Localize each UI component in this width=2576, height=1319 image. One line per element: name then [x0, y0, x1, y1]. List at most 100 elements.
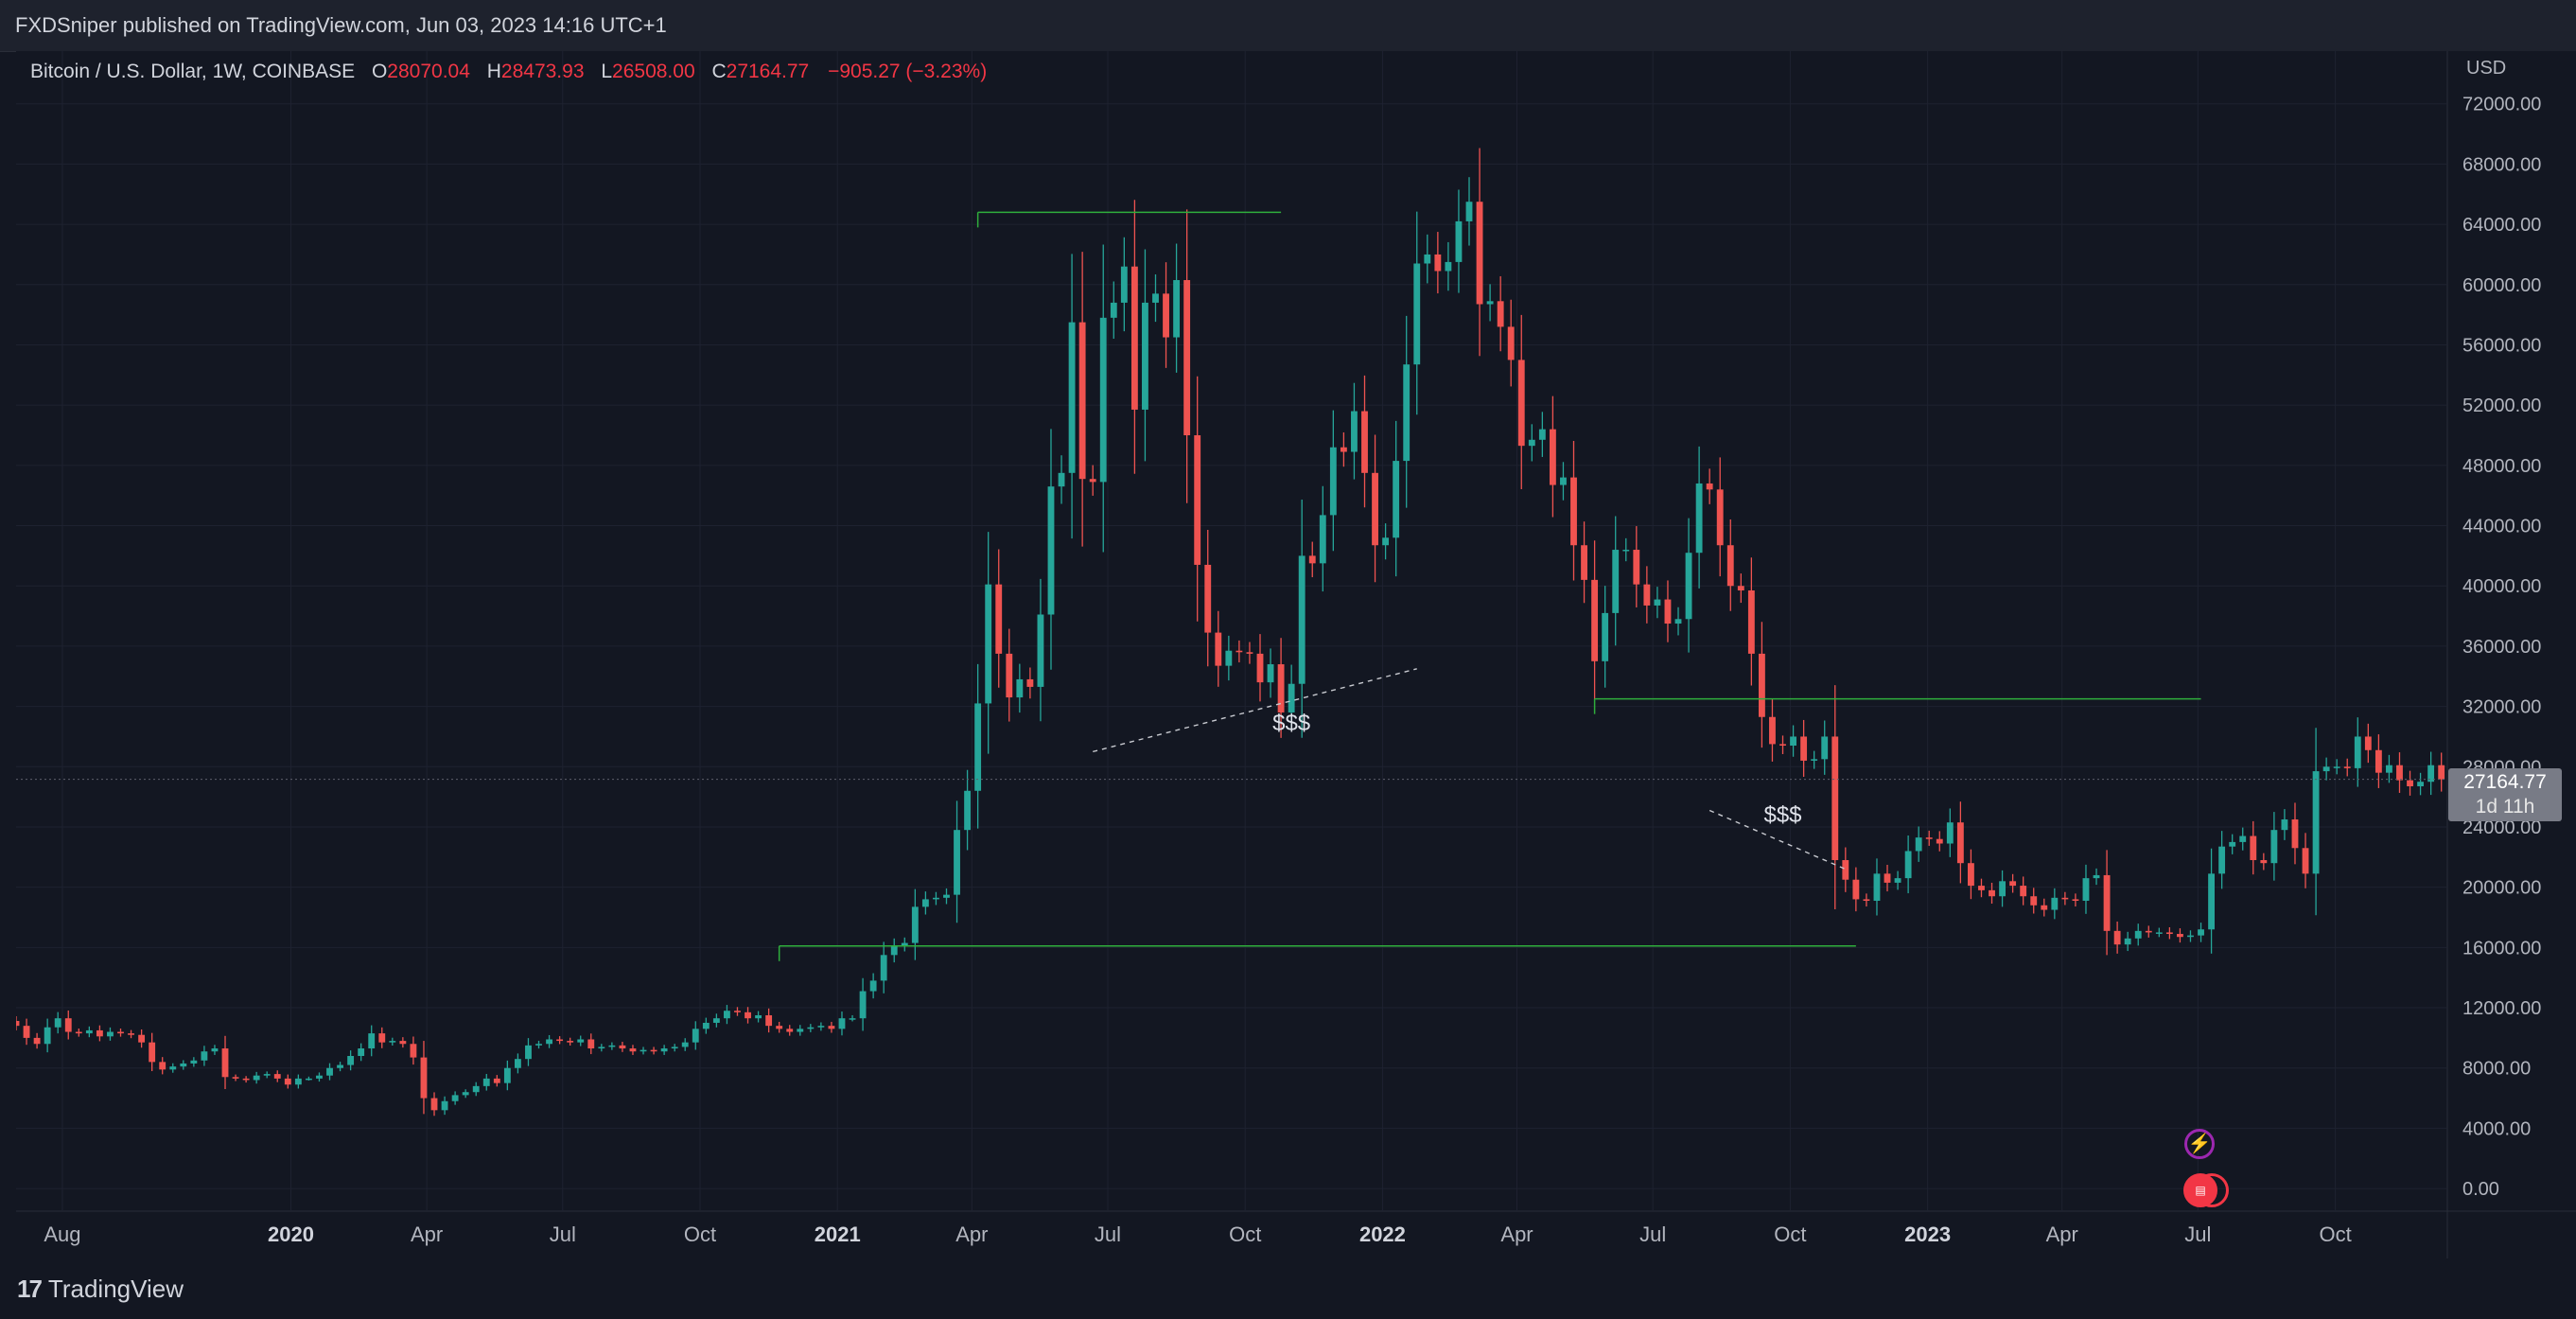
candle-body — [1863, 899, 1870, 902]
time-axis-label: Apr — [1500, 1222, 1533, 1246]
chart-area[interactable]: 72000.00 68000.00 64000.00 60000.00 56000.00… — [16, 51, 2576, 1258]
time-axis-label: Oct — [1774, 1222, 1806, 1246]
candle-body — [44, 1027, 51, 1045]
candle-body — [294, 1078, 302, 1085]
symbol-legend: Bitcoin / U.S. Dollar, 1W, COINBASE O280… — [30, 61, 987, 83]
candle-body — [828, 1026, 835, 1029]
price-axis-label: 20000.00 — [2462, 878, 2541, 899]
candle-body — [1664, 599, 1672, 624]
close-value: 27164.77 — [726, 61, 810, 82]
tradingview-mark-icon: 17 — [17, 1275, 43, 1303]
candle-body — [776, 1026, 783, 1029]
candle-body — [326, 1067, 333, 1076]
candle-body — [1560, 477, 1567, 485]
candle-body — [347, 1056, 355, 1065]
candle-body — [221, 1048, 229, 1078]
candle-body — [1904, 851, 1912, 879]
candle-body — [681, 1042, 689, 1047]
candle-body — [1591, 579, 1599, 661]
candle-body — [1989, 889, 1995, 897]
candle-body — [159, 1062, 166, 1070]
candle-body — [2239, 835, 2247, 842]
candle-body — [608, 1045, 616, 1047]
candle-body — [2051, 897, 2059, 910]
candle-body — [1152, 293, 1159, 303]
candle-body — [995, 584, 1003, 654]
candle-body — [1173, 280, 1181, 338]
candle-body — [1277, 664, 1285, 712]
candle-body — [1465, 202, 1473, 221]
candle-body — [2113, 930, 2121, 945]
candle-body — [1256, 653, 1264, 683]
candle-body — [180, 1063, 187, 1067]
us-flag-event-icon[interactable]: ▤ — [2183, 1173, 2217, 1207]
candle-body — [1130, 266, 1138, 410]
candle-body — [954, 830, 960, 895]
candle-body — [1120, 266, 1128, 303]
candle-body — [859, 991, 867, 1019]
candle-body — [514, 1059, 521, 1068]
candle-body — [2374, 749, 2382, 773]
candle-body — [1497, 301, 1504, 327]
candle-body — [1016, 678, 1024, 698]
candle-body — [107, 1031, 114, 1037]
lightning-event-icon[interactable]: ⚡ — [2184, 1129, 2215, 1159]
candle-body — [1779, 744, 1786, 747]
candle-body — [1612, 550, 1620, 613]
candle-body — [232, 1077, 239, 1079]
time-axis-label: 2023 — [1904, 1222, 1951, 1246]
published-text: FXDSniper published on TradingView.com, … — [15, 13, 667, 37]
candle-body — [75, 1031, 82, 1034]
candle-body — [901, 942, 908, 946]
price-axis-label: 68000.00 — [2462, 154, 2541, 175]
candle-body — [943, 894, 950, 898]
price-axis-label: 8000.00 — [2462, 1059, 2531, 1080]
candle-body — [1581, 545, 1587, 580]
candle-body — [525, 1045, 532, 1060]
candle-body — [2155, 932, 2163, 934]
candle-body — [2020, 886, 2027, 897]
candle-body — [2208, 873, 2216, 930]
candle-body — [890, 945, 898, 956]
candle-body — [640, 1049, 647, 1052]
candle-body — [2093, 874, 2100, 879]
candle-body — [786, 1029, 794, 1032]
candle-body — [1706, 483, 1713, 490]
candle-body — [1507, 326, 1515, 361]
annotation-text: $$$ — [1763, 802, 1801, 828]
candle-body — [2103, 874, 2111, 931]
candle-body — [1716, 489, 1724, 546]
candle-body — [2260, 860, 2268, 864]
candle-body — [1445, 261, 1452, 272]
candle-body — [2396, 765, 2403, 781]
chart-background — [16, 51, 2576, 1258]
candle-body — [1873, 873, 1881, 902]
candle-body — [1842, 860, 1849, 880]
symbol-name: Bitcoin / U.S. Dollar, 1W, COINBASE — [30, 61, 356, 82]
candle-body — [1758, 653, 1765, 717]
candle-body — [2061, 897, 2069, 900]
candle-body — [117, 1031, 124, 1034]
time-axis-label: 2022 — [1359, 1222, 1406, 1246]
candle-body — [1068, 322, 1076, 473]
price-axis-label: 72000.00 — [2462, 95, 2541, 115]
candle-body — [138, 1034, 146, 1043]
candle-body — [797, 1029, 804, 1032]
candle-body — [567, 1041, 574, 1043]
candle-body — [2322, 766, 2330, 772]
candle-body — [2333, 766, 2340, 768]
candle-body — [358, 1048, 365, 1057]
candle-body — [1852, 879, 1860, 900]
candle-body — [964, 790, 972, 831]
candlestick-chart[interactable]: 72000.00 68000.00 64000.00 60000.00 56000.00… — [16, 51, 2576, 1258]
open-label: O — [371, 61, 388, 82]
tradingview-logo[interactable]: 17 TradingView — [17, 1275, 184, 1304]
candle-body — [723, 1011, 730, 1019]
price-axis-label: 56000.00 — [2462, 335, 2541, 356]
candle-body — [650, 1049, 657, 1052]
candle-body — [933, 897, 939, 900]
price-axis-label: 12000.00 — [2462, 998, 2541, 1019]
candle-body — [2072, 899, 2079, 902]
candle-body — [1685, 553, 1692, 620]
candle-body — [2009, 881, 2017, 887]
